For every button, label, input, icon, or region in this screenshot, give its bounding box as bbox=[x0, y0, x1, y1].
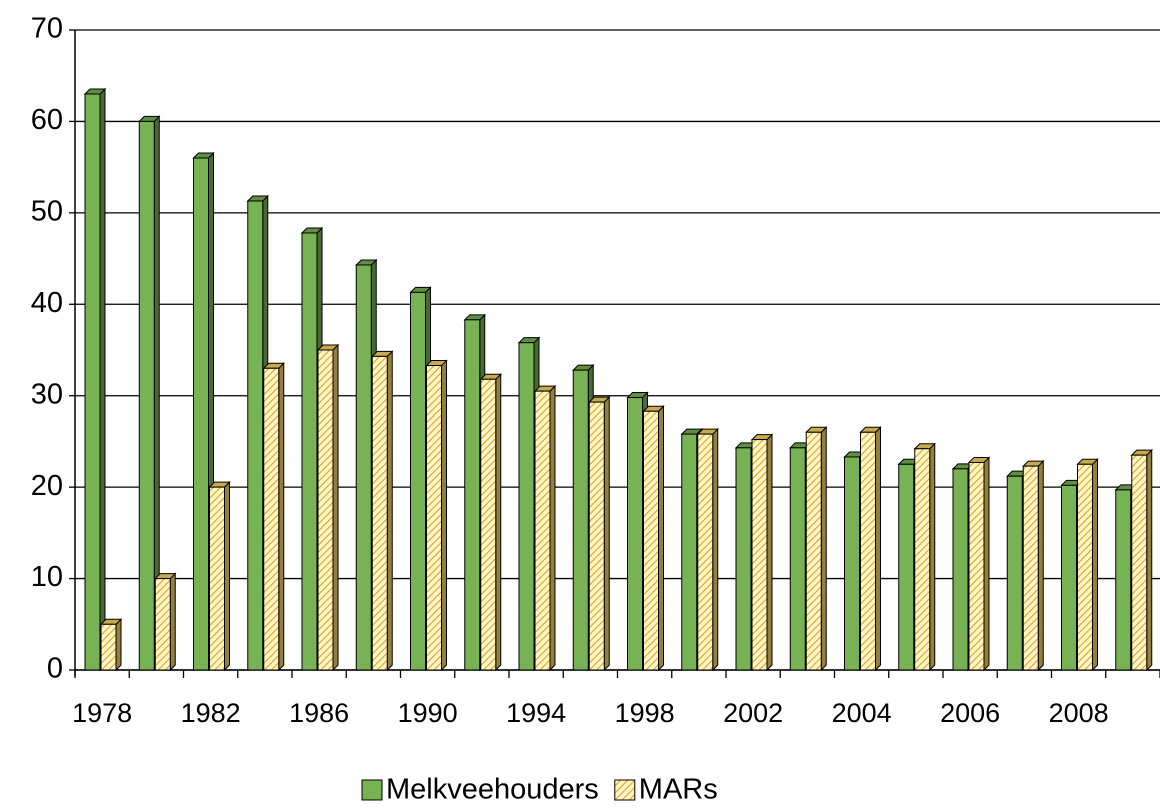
legend-label: MARs bbox=[639, 774, 718, 806]
bar bbox=[913, 442, 936, 672]
bar bbox=[208, 480, 231, 672]
x-tick-label: 2008 bbox=[1049, 698, 1109, 728]
x-tick-label: 2006 bbox=[940, 698, 1000, 728]
bar bbox=[588, 395, 611, 672]
x-tick-label: 1990 bbox=[398, 698, 458, 728]
bar bbox=[138, 115, 161, 672]
y-tick-label: 40 bbox=[31, 287, 63, 319]
x-tick-label: 1994 bbox=[506, 698, 566, 728]
bar bbox=[479, 373, 502, 672]
x-tick-label: 2004 bbox=[832, 698, 892, 728]
bar bbox=[1130, 448, 1153, 672]
bar bbox=[316, 343, 340, 672]
bar bbox=[967, 456, 991, 672]
bar bbox=[99, 618, 123, 672]
bar bbox=[154, 572, 177, 672]
bar bbox=[83, 87, 107, 672]
bar bbox=[859, 426, 882, 672]
bar bbox=[533, 384, 557, 672]
x-tick-label: 2002 bbox=[723, 698, 783, 728]
legend-swatch bbox=[361, 779, 383, 801]
y-tick-label: 60 bbox=[31, 104, 63, 136]
bar bbox=[262, 362, 285, 672]
y-tick-label: 50 bbox=[31, 196, 63, 228]
x-tick-label: 1978 bbox=[72, 698, 132, 728]
y-tick-label: 70 bbox=[31, 13, 63, 45]
bar bbox=[300, 226, 324, 672]
y-tick-label: 0 bbox=[47, 653, 63, 685]
y-tick-label: 20 bbox=[31, 470, 63, 502]
legend-label: Melkveehouders bbox=[386, 774, 599, 806]
bar bbox=[1022, 459, 1045, 672]
x-tick-label: 1982 bbox=[181, 698, 241, 728]
x-tick-label: 1986 bbox=[289, 698, 349, 728]
bar bbox=[696, 427, 719, 672]
x-tick-label: 1998 bbox=[615, 698, 675, 728]
y-tick-label: 10 bbox=[31, 561, 63, 593]
bar bbox=[371, 350, 394, 672]
bar bbox=[750, 433, 774, 672]
bar bbox=[642, 405, 665, 672]
legend-swatch bbox=[614, 779, 636, 801]
bar bbox=[425, 359, 448, 672]
bar bbox=[805, 426, 828, 672]
legend: Melkveehouders MARs bbox=[361, 774, 718, 806]
bar bbox=[1076, 458, 1099, 672]
y-tick-label: 30 bbox=[31, 378, 63, 410]
